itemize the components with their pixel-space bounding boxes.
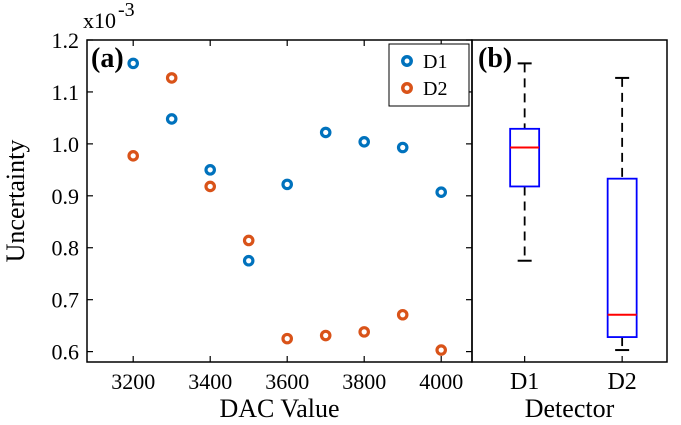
panel-a-scatter: 0.6 0.7 0.8 0.9 1.0 1.1 1.2 3200 3400 3600 3800 400… [1,0,473,423]
x-tick-label: 3400 [188,369,232,394]
legend-label-d2: D2 [423,78,447,100]
x-tick-label: 4000 [419,369,463,394]
panel-b-frame [471,39,668,363]
panel-a-ticks: 0.6 0.7 0.8 0.9 1.0 1.1 1.2 3200 3400 3600 3800 400… [52,28,472,394]
panel-b-ticks: D1 D2 [510,356,637,395]
data-point-d1 [204,164,216,176]
y-axis-multiplier-exponent: -3 [118,0,135,21]
legend-box [388,43,470,107]
category-label-d1: D1 [510,369,539,395]
data-point-d2 [165,72,178,84]
data-point-d2 [281,332,293,345]
data-point-d1 [165,113,178,125]
legend-marker-d1 [401,55,413,67]
legend-marker-d2 [401,82,413,94]
panel-a-points [127,57,447,356]
y-axis-multiplier: x10 [83,8,116,33]
y-tick-label: 1.2 [52,28,80,53]
data-point-d1 [127,57,139,70]
panel-b-boxplot: D1 D2 (b) Detector [471,39,668,423]
box-d2 [606,76,638,352]
data-point-d1 [435,186,447,198]
data-point-d2 [358,326,370,338]
box-d1 [509,62,541,262]
data-point-d2 [204,180,216,193]
data-point-d2 [319,329,332,342]
data-point-d2 [127,150,139,162]
x-tick-label: 3600 [265,369,309,394]
detector-axis-label: Detector [525,394,615,423]
y-axis-label: Uncertainty [1,140,30,263]
iqr-box [606,177,638,338]
data-point-d1 [319,126,332,139]
panel-b-boxes [509,62,638,352]
y-tick-label: 1.0 [52,132,80,157]
iqr-box [509,127,541,188]
x-tick-label: 3200 [111,369,155,394]
data-point-d1 [396,141,409,154]
data-point-d2 [396,308,409,321]
panel-b-label: (b) [478,43,512,74]
data-point-d1 [358,135,370,148]
legend: D1 D2 [388,43,470,107]
panel-a-label: (a) [91,43,124,74]
x-axis-label: DAC Value [219,394,339,423]
data-point-d2 [435,344,447,356]
y-tick-label: 0.9 [52,184,80,209]
category-label-d2: D2 [607,369,636,395]
data-point-d1 [281,178,293,191]
y-tick-label: 0.6 [52,340,80,365]
y-tick-label: 0.7 [52,288,80,313]
legend-label-d1: D1 [423,51,447,73]
y-tick-label: 1.1 [52,80,80,105]
data-point-d1 [242,254,255,267]
data-point-d2 [242,234,255,247]
x-tick-label: 3800 [342,369,386,394]
y-tick-label: 0.8 [52,236,80,261]
